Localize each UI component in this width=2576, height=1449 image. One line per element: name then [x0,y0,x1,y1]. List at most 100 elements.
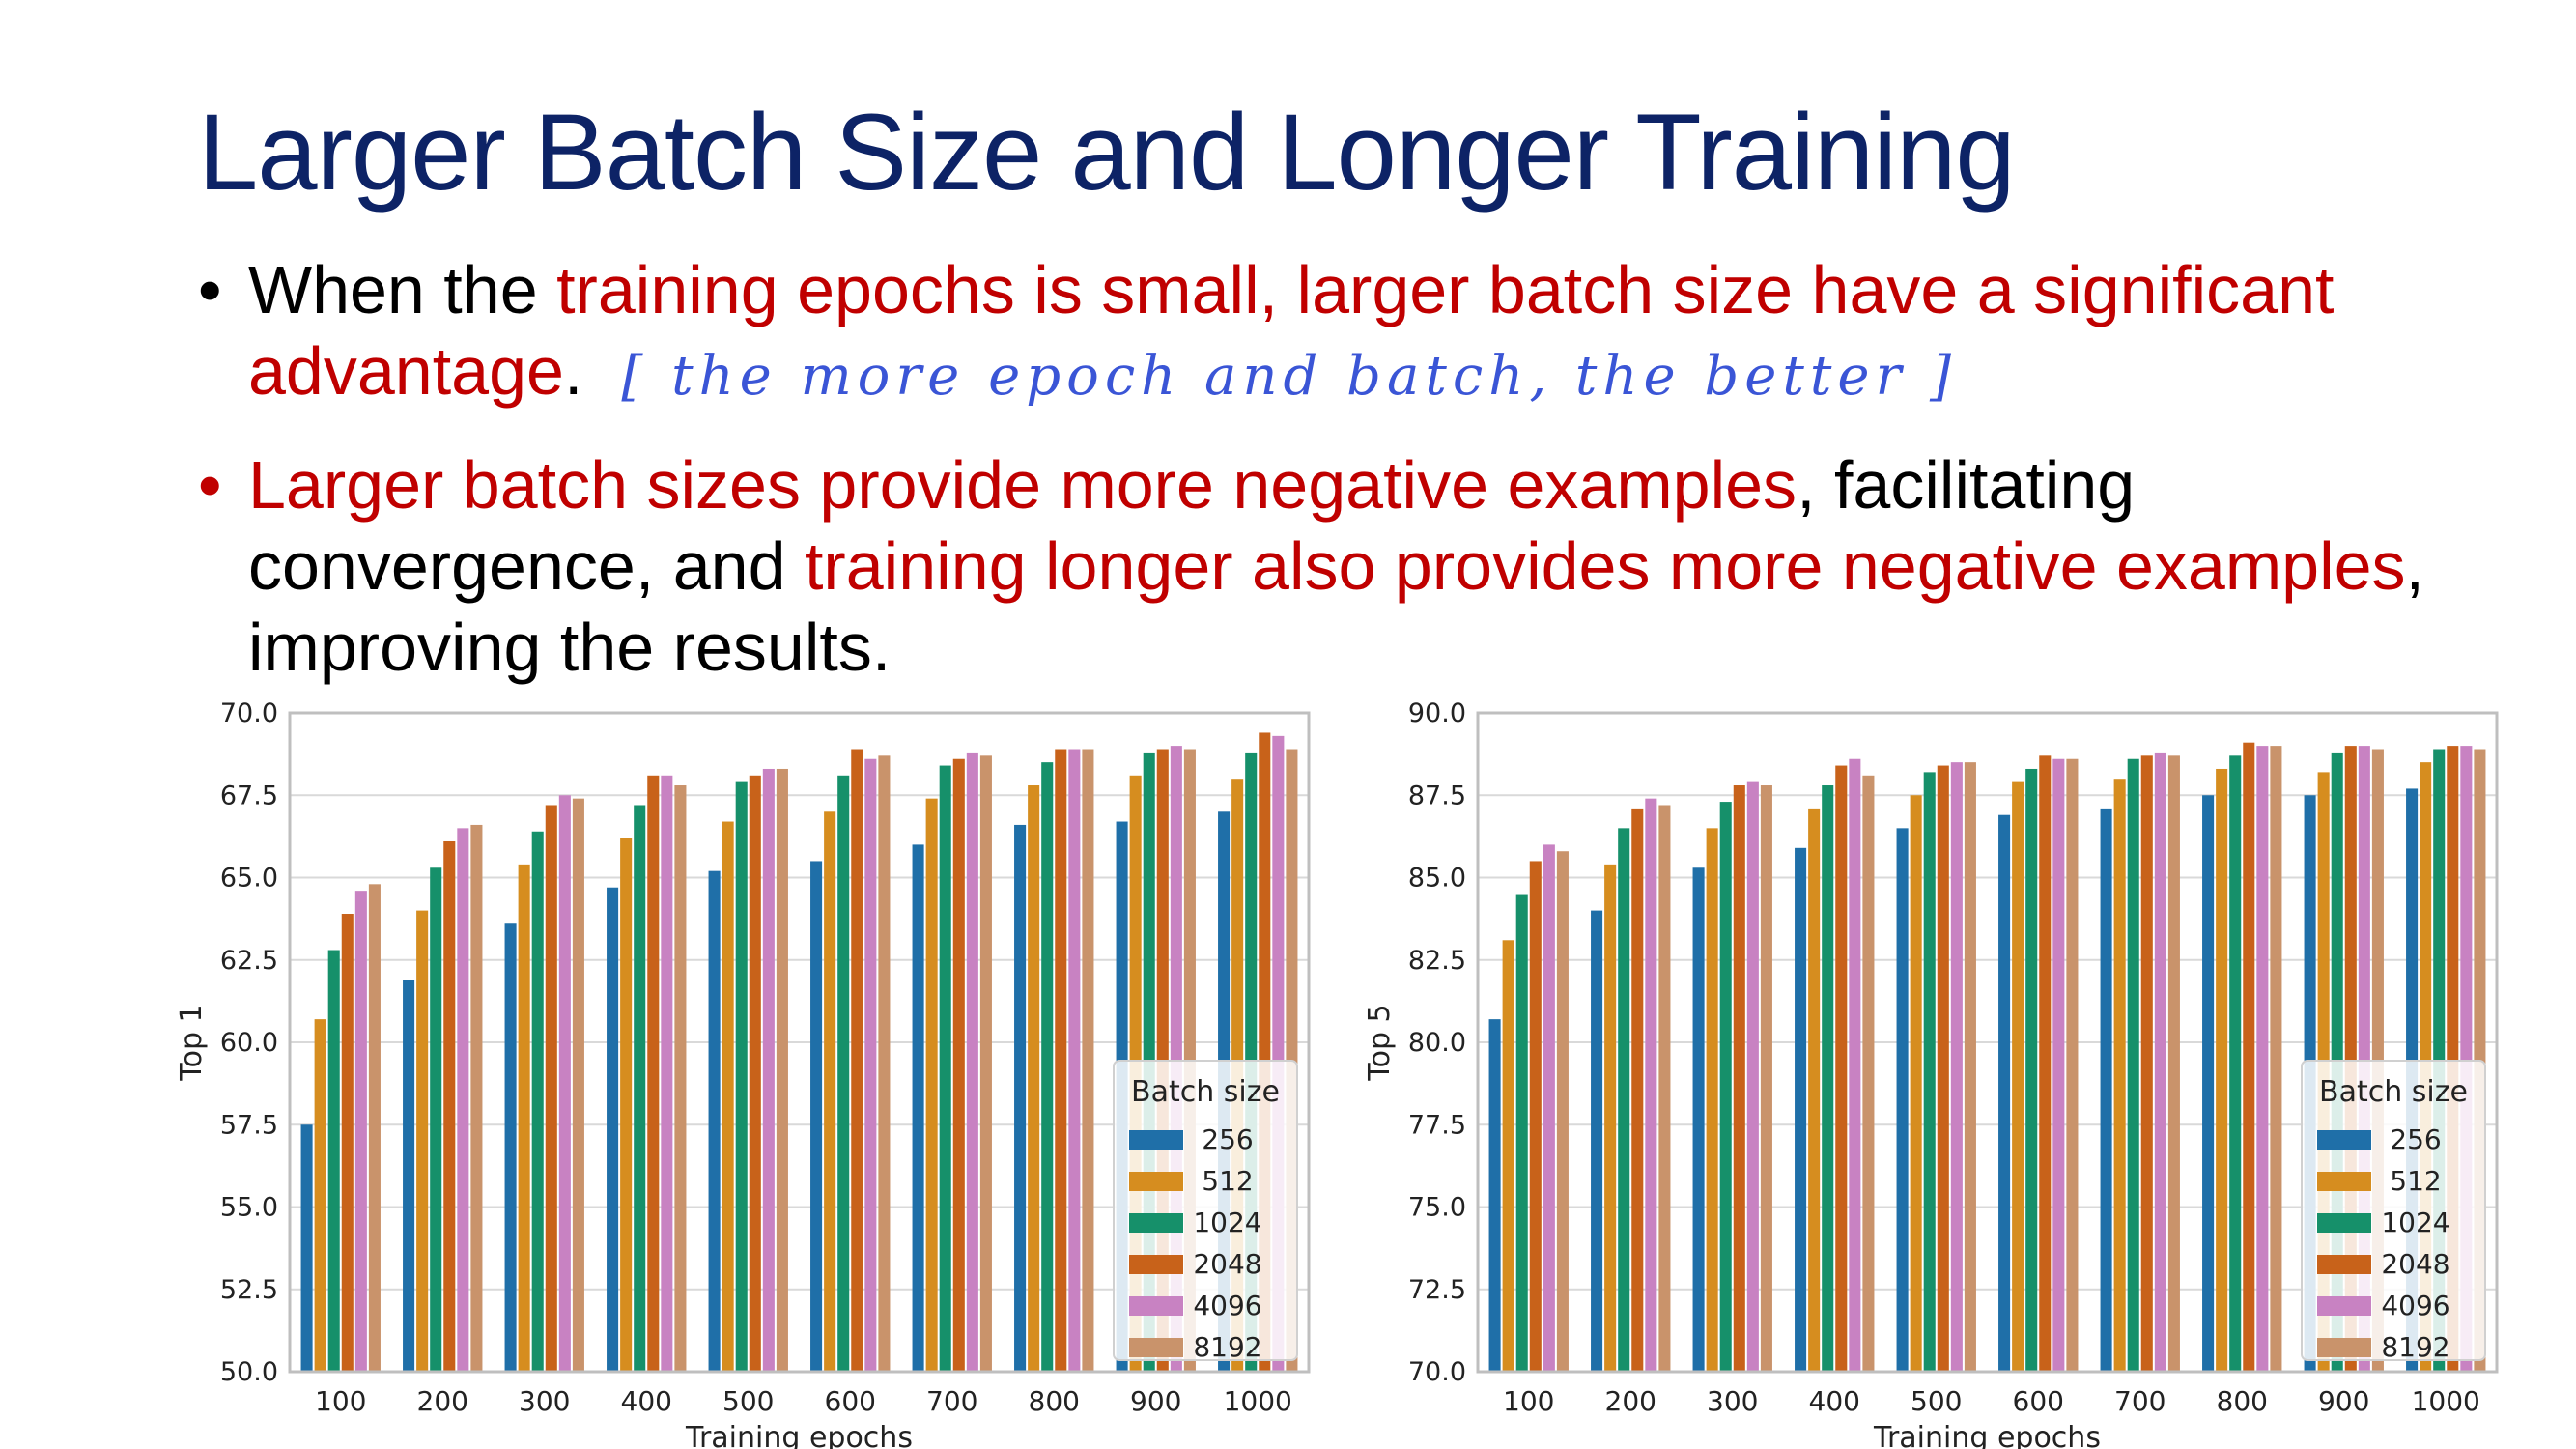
y-tick-label: 52.5 [220,1275,278,1305]
bar-256-300 [504,923,517,1372]
legend-swatch-4096 [2317,1296,2371,1316]
bar-4096-600 [864,758,877,1372]
legend-label: 512 [1202,1165,1253,1197]
bar-2048-300 [545,805,557,1372]
x-tick-label: 200 [417,1385,468,1417]
y-tick-label: 70.0 [220,698,278,728]
bar-1024-200 [430,867,442,1372]
bullet-item-2: • Larger batch sizes provide more negati… [198,444,2516,688]
bar-4096-300 [558,795,571,1372]
legend-label: 2048 [1193,1248,1261,1280]
bar-512-600 [824,811,836,1372]
bar-1024-800 [1041,762,1054,1372]
top1-bar-chart: 50.0 52.5 55.0 57.5 60.0 62.5 65.0 67.5 70.0 100 2… [175,698,1311,1449]
legend-swatch-512 [2317,1172,2371,1191]
bar-4096-200 [1645,798,1657,1372]
x-tick-label: 500 [722,1385,774,1417]
bar-256-300 [1692,867,1705,1372]
bullet2-highlight-b: training longer also provides more negat… [804,528,2406,604]
bar-256-700 [912,844,924,1372]
legend-swatch-8192 [2317,1338,2371,1357]
x-tick-label: 400 [1809,1385,1860,1417]
bar-256-200 [403,980,415,1372]
bar-256-100 [1488,1019,1501,1372]
bar-2048-700 [2140,755,2153,1372]
bullet1-text-a: When the [248,252,557,327]
bullet-glyph: • [198,447,222,523]
y-tick-label: 55.0 [220,1193,278,1223]
bar-4096-500 [1950,762,1963,1372]
y-tick-label: 67.5 [220,781,278,810]
bar-4096-400 [661,775,673,1372]
bar-256-600 [810,861,823,1372]
y-tick-label: 87.5 [1408,781,1466,810]
x-tick-label: 300 [519,1385,570,1417]
bar-4096-700 [2154,752,2166,1372]
bar-256-500 [708,870,721,1372]
bar-256-200 [1591,910,1603,1372]
bar-1024-300 [531,831,544,1372]
legend-label: 4096 [1193,1290,1261,1321]
bar-2048-200 [443,840,456,1372]
legend-label: 1024 [2381,1207,2449,1238]
bar-2048-600 [2039,755,2052,1372]
bar-512-700 [925,798,938,1372]
bar-2048-100 [1529,861,1542,1372]
legend-swatch-2048 [2317,1255,2371,1274]
bar-8192-200 [1658,805,1671,1372]
y-tick-label: 90.0 [1408,698,1466,728]
bar-8192-200 [470,824,483,1372]
bar-1024-500 [735,781,748,1372]
y-tick-label: 62.5 [220,946,278,976]
x-axis-label: Training epochs [1873,1421,2101,1449]
bar-1024-600 [837,775,850,1372]
x-tick-label: 700 [2114,1385,2166,1417]
bullet-glyph: • [198,252,222,327]
bar-8192-800 [1082,749,1094,1372]
bar-256-400 [1795,847,1807,1372]
bar-8192-400 [1862,775,1875,1372]
y-tick-label: 82.5 [1408,946,1466,976]
x-tick-label: 300 [1707,1385,1758,1417]
legend-label: 8192 [1193,1331,1261,1363]
x-tick-label: 700 [926,1385,977,1417]
legend-label: 1024 [1193,1207,1261,1238]
bar-512-300 [1706,828,1718,1372]
bar-512-300 [518,864,530,1372]
bar-256-800 [2202,795,2215,1372]
legend-label: 8192 [2381,1331,2449,1363]
bar-4096-100 [1543,844,1555,1372]
bar-512-400 [1808,808,1821,1372]
bullet-item-1: • When the training epochs is small, lar… [198,249,2516,417]
x-tick-label: 100 [315,1385,366,1417]
legend-title: Batch size [1131,1075,1280,1109]
y-tick-label: 75.0 [1408,1193,1466,1223]
legend-swatch-256 [1129,1130,1183,1150]
x-tick-label: 900 [1130,1385,1181,1417]
bar-8192-600 [2066,758,2079,1372]
bar-1024-100 [327,950,340,1372]
bar-512-500 [1910,795,1922,1372]
bar-512-600 [2012,781,2024,1372]
bar-8192-100 [368,884,381,1372]
bar-1024-700 [2127,758,2139,1372]
y-tick-label: 72.5 [1408,1275,1466,1305]
x-tick-label: 500 [1911,1385,1962,1417]
legend-label: 4096 [2381,1290,2449,1321]
handwritten-annotation: [ the more epoch and batch, the better ] [621,345,1957,408]
bar-256-800 [1014,824,1027,1372]
bar-8192-500 [1964,762,1976,1372]
bar-256-500 [1896,828,1909,1372]
x-tick-label: 1000 [1224,1385,1292,1417]
bar-1024-400 [1822,785,1834,1372]
bar-1024-200 [1618,828,1630,1372]
bullet2-text-a: , facilitating convergence, and [248,447,2136,604]
bar-2048-800 [1055,749,1067,1372]
bar-1024-700 [939,765,951,1372]
bar-8192-500 [776,768,788,1372]
legend-swatch-1024 [1129,1213,1183,1233]
bar-512-200 [1604,864,1617,1372]
x-tick-label: 1000 [2412,1385,2480,1417]
bar-8192-400 [674,785,687,1372]
legend-swatch-1024 [2317,1213,2371,1233]
